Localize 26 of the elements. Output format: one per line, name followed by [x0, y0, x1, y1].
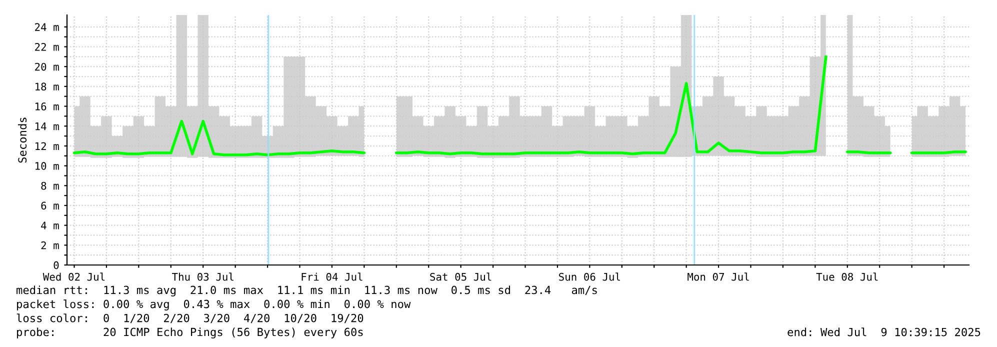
text: loss color: 0 1/20 2/20 3/20 4/20 10/20 19/20 — [16, 314, 364, 324]
text: end: Wed Jul 9 10:39:15 2025 — [788, 328, 980, 336]
x-tick-label: Fri 04 Jul — [302, 272, 362, 281]
text: median rtt: 11.3 ms avg 21.0 ms max 11.1 ms min 11.3 ms now 0.5 ms sd 23.4 am/s — [16, 286, 597, 296]
y-tick-label: 10 m — [36, 162, 59, 170]
y-tick-label: 18 m — [36, 82, 59, 91]
y-tick-label: 4 m — [41, 222, 59, 230]
y-tick-label: 24 m — [35, 23, 59, 31]
x-tick-label: Mon 07 Jul — [688, 272, 749, 281]
y-tick-label: 16 m — [36, 102, 59, 110]
x-tick-label: Tue 08 Jul — [816, 272, 878, 281]
x-tick-label: Sun 06 Jul — [559, 272, 620, 281]
y-tick-label: 22 m — [35, 43, 59, 51]
y-tick-label: 2 m — [41, 241, 59, 250]
y-tick-label: 14 m — [36, 122, 59, 130]
y-axis-title: Seconds — [18, 118, 27, 163]
x-tick-label: Sat 05 Jul — [430, 272, 492, 281]
y-tick-label: 0 — [54, 261, 59, 270]
y-tick-label: 6 m — [41, 202, 59, 210]
text: packet loss: 0.00 % avg 0.43 % max 0.00 % min 0.00 % now — [17, 300, 411, 310]
text: probe: 20 ICMP Echo Pings (56 Bytes) every 60s — [17, 328, 363, 338]
x-tick-label: Thu 03 Jul — [172, 272, 234, 281]
y-tick-label: 20 m — [35, 62, 59, 71]
y-tick-label: 12 m — [36, 142, 59, 150]
x-tick-label: Wed 02 Jul — [42, 272, 105, 281]
y-tick-label: 8 m — [41, 182, 59, 190]
